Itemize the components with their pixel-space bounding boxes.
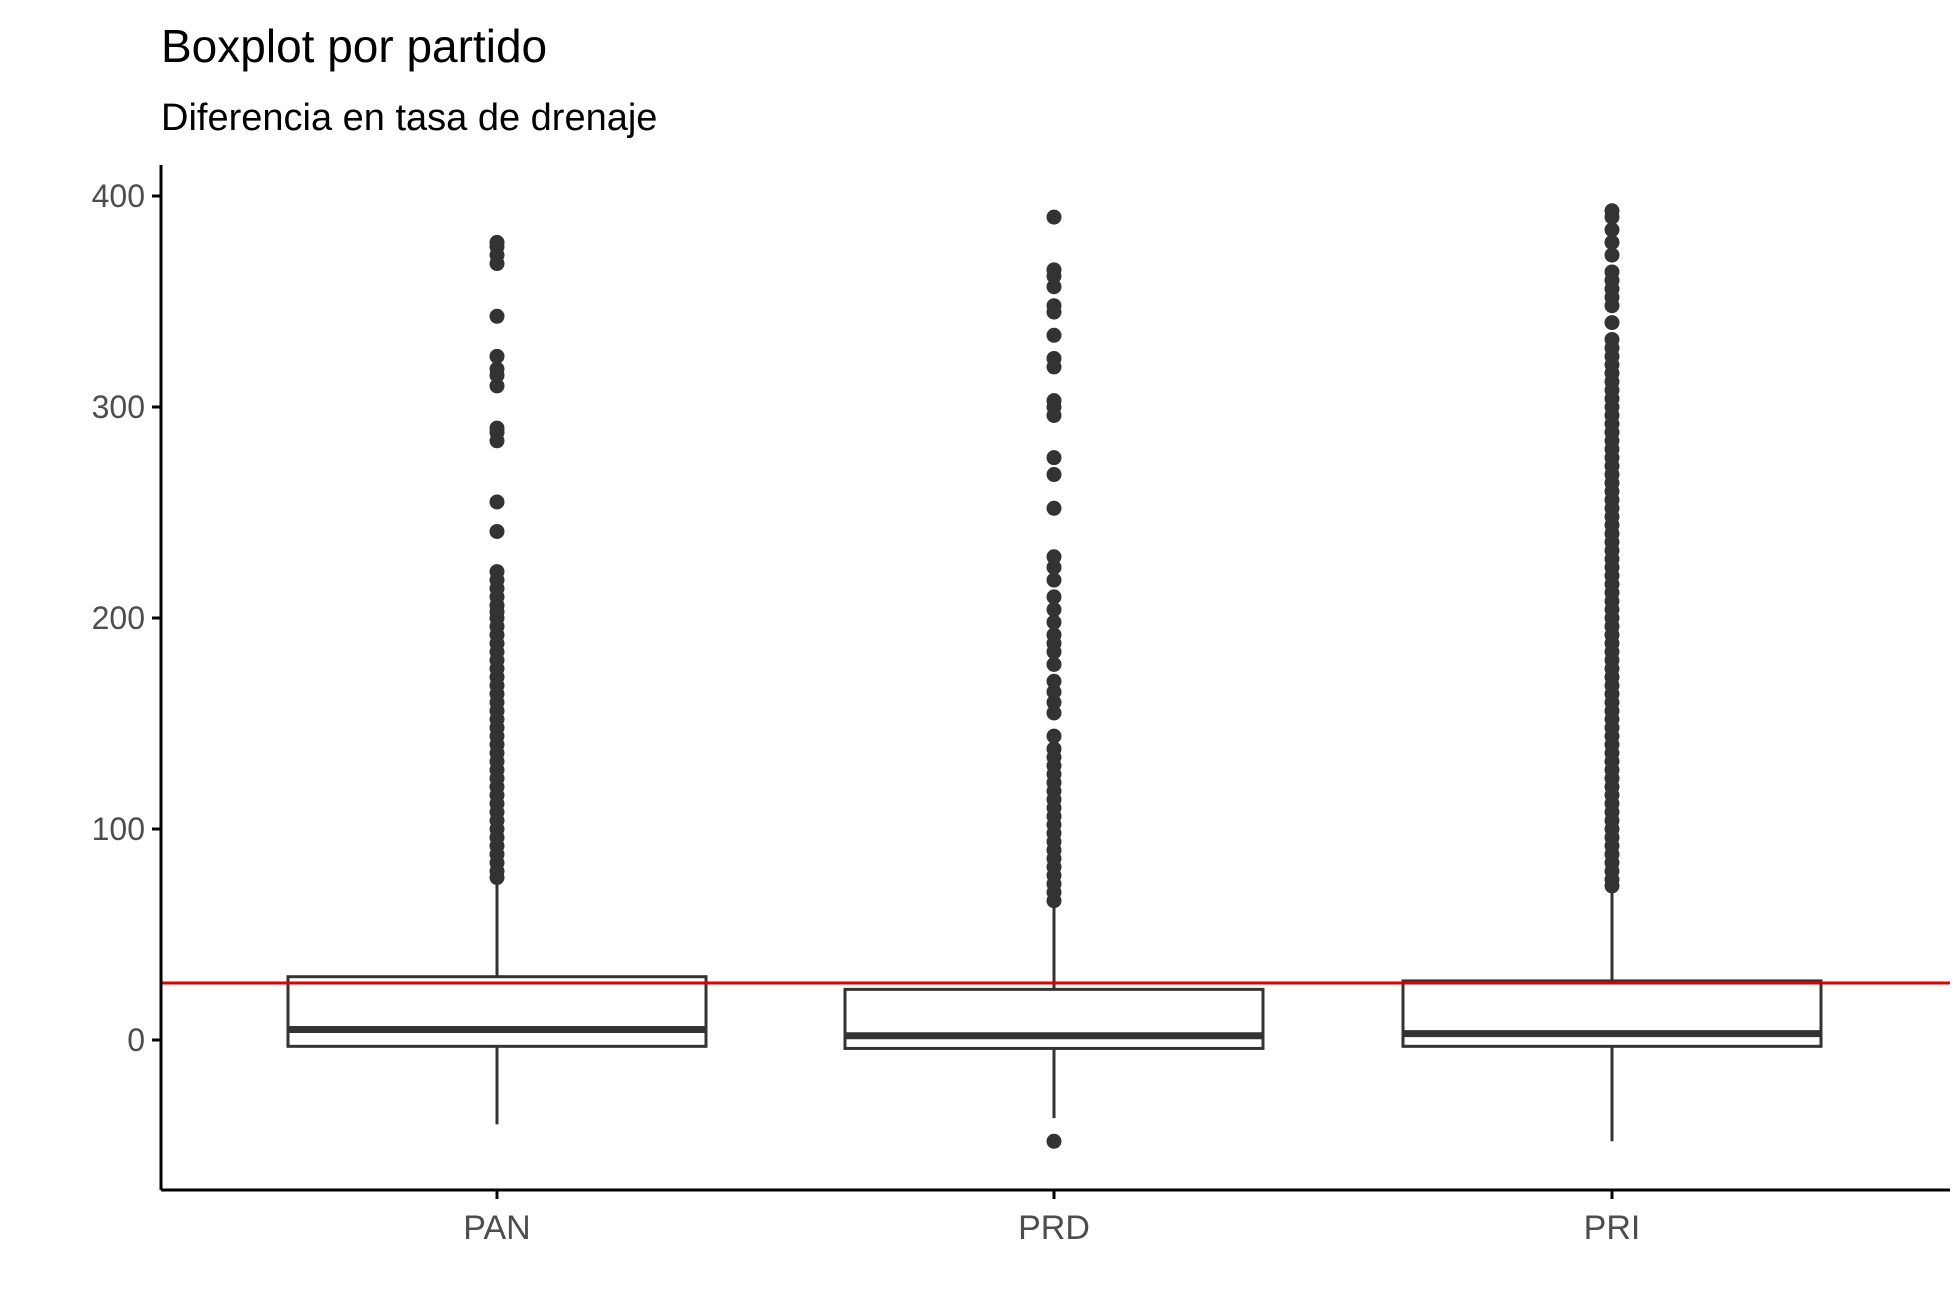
outlier-point: [489, 523, 505, 539]
outlier-point: [1046, 298, 1062, 314]
outlier-point: [1046, 209, 1062, 225]
chart-title: Boxplot por partido: [161, 20, 547, 72]
outlier-point: [1046, 467, 1062, 483]
outlier-point: [1046, 1133, 1062, 1149]
y-tick-label: 300: [92, 389, 145, 425]
outlier-point: [1604, 264, 1620, 280]
outlier-point: [1046, 673, 1062, 689]
outlier-point: [1046, 262, 1062, 278]
outlier-point: [1604, 315, 1620, 331]
y-tick-label: 0: [127, 1022, 145, 1058]
outlier-point: [489, 494, 505, 510]
outlier-point: [1046, 279, 1062, 295]
outlier-point: [1046, 393, 1062, 409]
outlier-point: [1046, 728, 1062, 744]
x-tick-label: PRD: [1018, 1209, 1090, 1247]
y-tick-label: 100: [92, 811, 145, 847]
outlier-point: [1046, 741, 1062, 757]
outlier-point: [1046, 684, 1062, 700]
outlier-point: [489, 234, 505, 250]
outlier-point: [1046, 589, 1062, 605]
outlier-point: [1604, 331, 1620, 347]
y-tick-label: 200: [92, 600, 145, 636]
outlier-point: [489, 564, 505, 580]
outlier-point: [1046, 559, 1062, 575]
outlier-point: [1046, 350, 1062, 366]
outlier-point: [1604, 203, 1620, 219]
outlier-point: [489, 378, 505, 394]
outlier-point: [1046, 327, 1062, 343]
outlier-point: [1046, 656, 1062, 672]
outlier-point: [1046, 694, 1062, 710]
chart-subtitle: Diferencia en tasa de drenaje: [161, 97, 657, 139]
outlier-point: [1046, 450, 1062, 466]
outlier-point: [489, 420, 505, 436]
box-iqr: [286, 975, 708, 1048]
x-tick-label: PRI: [1584, 1209, 1641, 1247]
outlier-point: [1046, 602, 1062, 618]
y-tick-label: 400: [92, 178, 145, 214]
outlier-point: [1046, 549, 1062, 565]
box-iqr: [843, 987, 1265, 1050]
outlier-point: [1604, 247, 1620, 263]
outlier-point: [1604, 234, 1620, 250]
outlier-point: [489, 348, 505, 364]
plot-area: 0 100 200 300 400 PAN PRD PRI: [92, 165, 1950, 1247]
outlier-point: [1046, 500, 1062, 516]
outlier-point: [1046, 614, 1062, 630]
outlier-point: [1046, 627, 1062, 643]
outlier-point: [489, 308, 505, 324]
outlier-point: [1604, 222, 1620, 238]
outlier-point: [489, 361, 505, 377]
outlier-point: [1046, 572, 1062, 588]
x-tick-label: PAN: [463, 1209, 530, 1247]
outlier-point: [1046, 705, 1062, 721]
